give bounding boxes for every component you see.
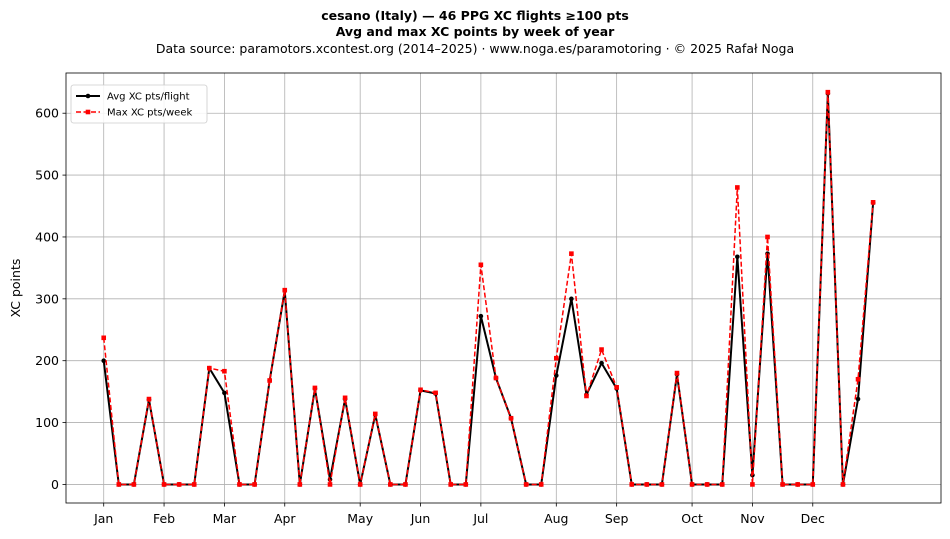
data-point [418,387,423,393]
series-line [102,92,875,486]
y-tick-label: 600 [35,106,59,121]
x-tick-label: Feb [153,511,175,526]
x-tick-label: Jul [472,511,488,526]
data-point [327,482,333,487]
data-point [569,251,574,256]
y-tick-label: 200 [35,353,59,368]
data-point [282,287,288,293]
legend: Avg XC pts/flight Max XC pts/week [70,84,208,124]
x-tick-label: Mar [213,511,237,526]
data-point [463,482,469,487]
grid-lines [66,73,941,503]
data-point [101,358,107,363]
data-point [629,482,635,487]
x-tick-label: Jan [93,511,113,526]
data-point [478,262,484,268]
legend-label: Max XC pts/week [107,108,192,119]
y-axis-label: XC points [8,259,23,318]
legend-marker [85,93,91,99]
chart-titles: cesano (Italy) — 46 PPG XC flights ≥100 … [0,8,950,58]
data-point [599,347,604,352]
x-tick-label: May [347,511,373,526]
data-point [207,365,212,371]
chart-subtitle: Avg and max XC points by week of year [335,24,615,39]
data-point [735,185,740,190]
x-tick-label: Sep [605,511,629,526]
x-tick-label: Aug [544,511,568,526]
data-point [599,360,604,366]
data-point [840,482,846,487]
data-point [222,390,227,396]
data-point [508,415,514,421]
x-tick-label: Oct [681,511,703,526]
data-point [297,482,303,487]
data-point [569,296,574,302]
data-point [357,482,363,487]
data-point [101,335,107,341]
data-point [342,395,348,401]
legend-label: Avg XC pts/flight [107,92,190,103]
data-point [252,482,257,487]
data-point [493,375,499,381]
data-point [810,482,816,487]
data-point [554,355,559,361]
y-tick-label: 500 [35,168,59,183]
data-point [855,376,861,382]
chart-source: Data source: paramotors.xcontest.org (20… [155,41,795,56]
x-tick-label: Dec [801,511,825,526]
data-point [131,482,137,487]
series-max [101,89,876,487]
y-tick-label: 0 [51,477,59,492]
data-point [267,378,272,383]
legend-marker [85,109,91,115]
y-tick-label: 300 [35,291,59,306]
data-point [795,482,800,487]
y-tick-label: 400 [35,229,59,244]
data-point [116,482,122,487]
data-point [403,482,408,487]
data-point [372,411,378,417]
data-point [538,482,544,487]
data-point [191,482,197,487]
axis-ticks: 0 100 200 300 400 500 600 Jan Feb Mar Apr May Jun Jul… [35,106,825,526]
data-point [689,482,695,487]
data-point [161,482,167,487]
data-point [674,370,680,376]
data-point [584,393,589,399]
data-point [312,385,318,391]
data-point [719,482,725,487]
data-point [765,234,770,240]
data-point [750,482,755,487]
data-point [176,482,182,487]
legend-box [70,84,208,124]
x-tick-label: Apr [274,511,296,526]
data-point [644,482,650,487]
chart-title: cesano (Italy) — 46 PPG XC flights ≥100 … [321,8,629,23]
data-point [388,482,393,487]
series-layer [101,89,876,487]
y-tick-label: 100 [35,415,59,430]
data-point [523,482,529,487]
data-point [554,373,559,378]
data-point [825,89,831,95]
series-line [102,91,874,486]
x-tick-label: Nov [740,511,765,526]
data-point [448,482,453,487]
data-point [780,482,785,487]
data-point [735,254,740,260]
series-avg [101,91,876,487]
data-point [146,396,152,402]
data-point [870,200,876,205]
data-point [222,368,227,374]
x-tick-label: Jun [410,511,431,526]
data-point [855,396,861,402]
data-point [704,482,710,487]
plot-frame [65,72,942,504]
data-point [659,482,665,487]
data-point [614,385,619,390]
data-point [433,390,438,396]
data-point [478,313,484,319]
data-point [237,482,242,487]
